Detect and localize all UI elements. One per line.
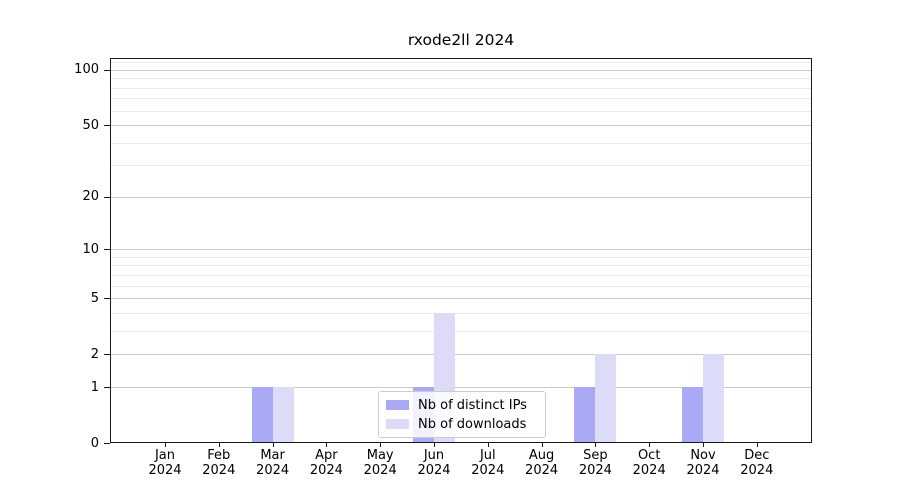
chart-title: rxode2ll 2024 [407, 31, 515, 49]
x-tick-mark [380, 443, 382, 447]
x-tick-label-aug: Aug 2024 [512, 448, 572, 478]
x-tick-mark [487, 443, 489, 447]
x-tick-year: 2024 [525, 463, 559, 478]
x-tick-label-sep: Sep 2024 [565, 448, 625, 478]
x-tick-mark [272, 443, 274, 447]
y-tick-mark [104, 354, 110, 356]
y-tick-mark [104, 69, 110, 71]
x-tick-label-jul: Jul 2024 [458, 448, 518, 478]
gridline-minor [111, 62, 811, 64]
x-tick-label-dec: Dec 2024 [727, 448, 787, 478]
x-tick-month: Apr [315, 448, 338, 463]
y-tick-mark [104, 125, 110, 127]
gridline-major [111, 387, 811, 388]
x-tick-month: Dec [744, 448, 770, 463]
legend-row-distinct-ips: Nb of distinct IPs [386, 398, 545, 413]
gridline-minor [111, 142, 811, 144]
x-tick-mark [595, 443, 597, 447]
y-tick-label: 20 [82, 189, 99, 205]
x-tick-month: Aug [528, 448, 555, 463]
x-tick-month: Mar [260, 448, 285, 463]
x-tick-mark [218, 443, 220, 447]
gridline-minor [111, 265, 811, 267]
x-tick-month: Sep [583, 448, 608, 463]
y-tick-mark [104, 298, 110, 300]
bar-sep-downloads [595, 354, 617, 443]
bar-mar-downloads [272, 387, 294, 443]
x-tick-year: 2024 [471, 463, 505, 478]
gridline-major [111, 298, 811, 300]
x-tick-year: 2024 [309, 463, 343, 478]
y-tick-mark [104, 249, 110, 251]
y-tick-label: 2 [90, 346, 99, 362]
gridline-major [111, 125, 811, 127]
legend-label-downloads: Nb of downloads [418, 416, 527, 432]
bar-nov-distinct-ips [682, 387, 703, 443]
legend-label-distinct-ips: Nb of distinct IPs [418, 397, 527, 413]
x-tick-label-oct: Oct 2024 [619, 448, 679, 478]
x-tick-year: 2024 [363, 463, 397, 478]
gridline-major [111, 196, 811, 198]
legend: Nb of distinct IPs Nb of downloads [378, 391, 546, 438]
x-tick-year: 2024 [417, 463, 451, 478]
x-tick-month: Oct [637, 448, 661, 463]
gridline-minor [111, 165, 811, 167]
x-tick-month: Feb [207, 448, 231, 463]
gridline-minor [111, 312, 811, 314]
x-tick-month: Jan [154, 448, 176, 463]
y-tick-label: 1 [90, 379, 99, 395]
gridline-minor [111, 256, 811, 258]
x-tick-label-nov: Nov 2024 [673, 448, 733, 478]
gridline-minor [111, 285, 811, 287]
x-tick-mark [326, 443, 328, 447]
gridline-major [111, 354, 811, 356]
gridline-minor [111, 330, 811, 332]
y-tick-label: 10 [82, 241, 99, 257]
gridline-minor [111, 87, 811, 89]
y-tick-mark [104, 196, 110, 198]
gridline-minor [111, 274, 811, 276]
x-tick-label-apr: Apr 2024 [296, 448, 356, 478]
x-tick-label-may: May 2024 [350, 448, 410, 478]
bar-sep-distinct-ips [574, 387, 596, 443]
x-tick-year: 2024 [686, 463, 720, 478]
x-tick-mark [541, 443, 543, 447]
x-tick-year: 2024 [740, 463, 774, 478]
gridline-minor [111, 78, 811, 80]
x-tick-year: 2024 [578, 463, 612, 478]
x-tick-label-feb: Feb 2024 [189, 448, 249, 478]
x-tick-label-jan: Jan 2024 [135, 448, 195, 478]
x-tick-year: 2024 [202, 463, 236, 478]
x-tick-month: Jul [479, 448, 496, 463]
x-tick-month: Jun [423, 448, 445, 463]
y-tick-mark [104, 443, 110, 444]
legend-swatch-distinct-ips-icon [386, 400, 409, 410]
x-tick-mark [434, 443, 435, 447]
x-tick-mark [649, 443, 651, 447]
legend-row-downloads: Nb of downloads [386, 417, 545, 432]
x-tick-year: 2024 [632, 463, 666, 478]
gridline-minor [111, 110, 811, 112]
gridline-major [111, 249, 811, 251]
x-tick-label-jun: Jun 2024 [404, 448, 464, 478]
x-tick-year: 2024 [256, 463, 290, 478]
legend-swatch-downloads-icon [386, 419, 409, 429]
gridline-major [111, 69, 811, 71]
y-tick-label: 50 [82, 117, 99, 133]
x-tick-mark [165, 443, 166, 447]
x-tick-month: Nov [690, 448, 716, 463]
x-tick-year: 2024 [148, 463, 182, 478]
gridline-minor [111, 98, 811, 100]
y-tick-mark [104, 387, 110, 388]
bar-mar-distinct-ips [251, 387, 273, 443]
x-tick-mark [703, 443, 704, 447]
y-tick-label: 5 [90, 290, 99, 306]
y-tick-label: 0 [90, 435, 99, 451]
bar-nov-downloads [703, 354, 724, 443]
x-tick-mark [756, 443, 758, 447]
y-tick-label: 100 [74, 62, 99, 78]
x-tick-label-mar: Mar 2024 [243, 448, 303, 478]
x-tick-month: May [366, 448, 394, 463]
